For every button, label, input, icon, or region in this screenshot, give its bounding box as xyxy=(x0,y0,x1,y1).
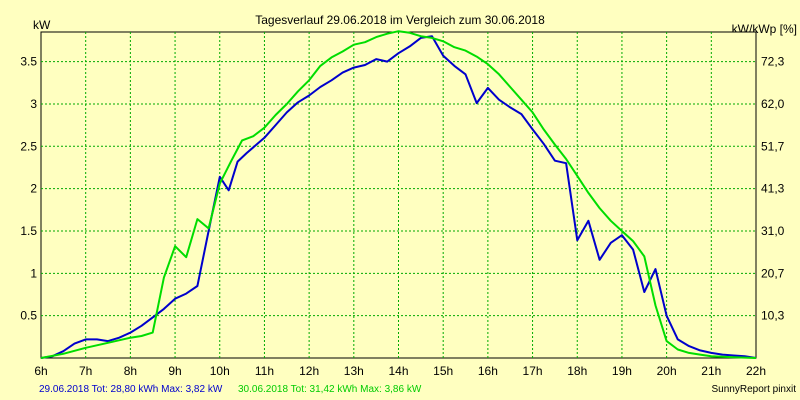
x-tick-label: 14h xyxy=(388,364,408,378)
y-tick-label-right: 62,0 xyxy=(761,97,785,111)
series-layer xyxy=(40,30,757,359)
x-tick-label: 21h xyxy=(701,364,721,378)
series-line-1 xyxy=(40,35,757,359)
x-axis-ticks: 6h 7h 8h 9h 10h 11h 12h 13h 14h 15h 16h 17h 18h 19h 20… xyxy=(34,364,766,378)
x-tick-label: 17h xyxy=(523,364,543,378)
x-tick-label: 15h xyxy=(433,364,453,378)
y-tick-label-left: 3 xyxy=(30,97,37,111)
y-tick-label-right: 10,3 xyxy=(761,309,785,323)
x-tick-label: 12h xyxy=(299,364,319,378)
y-tick-label-right: 20,7 xyxy=(761,266,785,280)
grid xyxy=(41,32,756,358)
x-tick-label: 19h xyxy=(612,364,632,378)
chart-title: Tagesverlauf 29.06.2018 im Vergleich zum… xyxy=(255,13,545,27)
y-tick-label-right: 31,0 xyxy=(761,224,785,238)
x-tick-label: 13h xyxy=(344,364,364,378)
x-tick-label: 18h xyxy=(567,364,587,378)
y-tick-label-right: 51,7 xyxy=(761,139,785,153)
y-tick-label-right: 72,3 xyxy=(761,55,785,69)
y-tick-label-left: 0.5 xyxy=(20,309,37,323)
y-tick-label-left: 1 xyxy=(30,266,37,280)
x-tick-label: 6h xyxy=(34,364,47,378)
y-tick-label-left: 2 xyxy=(30,182,37,196)
y-tick-label-left: 2.5 xyxy=(20,139,37,153)
legend-series-2: 30.06.2018 Tot: 31,42 kWh Max: 3,86 kW xyxy=(238,384,422,395)
y-tick-label-right: 41,3 xyxy=(761,182,785,196)
footer-credit: SunnyReport pinxit xyxy=(712,384,797,395)
plot-area xyxy=(40,30,757,359)
y-axis-ticks-left: 0.5 1 1.5 2 2.5 3 3.5 xyxy=(20,55,37,323)
legend-series-1: 29.06.2018 Tot: 28,80 kWh Max: 3,82 kW xyxy=(39,384,223,395)
x-tick-label: 10h xyxy=(210,364,230,378)
x-tick-label: 11h xyxy=(255,364,274,378)
x-tick-label: 22h xyxy=(746,364,766,378)
x-tick-label: 7h xyxy=(79,364,92,378)
y-axis-unit-left: kW xyxy=(33,18,51,32)
x-tick-label: 8h xyxy=(124,364,137,378)
y-tick-label-left: 1.5 xyxy=(20,224,37,238)
y-axis-ticks-right: 10,3 20,7 31,0 41,3 51,7 62,0 72,3 xyxy=(761,55,785,323)
x-tick-label: 9h xyxy=(168,364,181,378)
plot-frame xyxy=(40,31,757,359)
x-tick-label: 20h xyxy=(657,364,677,378)
y-tick-label-left: 3.5 xyxy=(20,55,37,69)
x-tick-label: 16h xyxy=(478,364,498,378)
series-line-2 xyxy=(40,30,757,359)
